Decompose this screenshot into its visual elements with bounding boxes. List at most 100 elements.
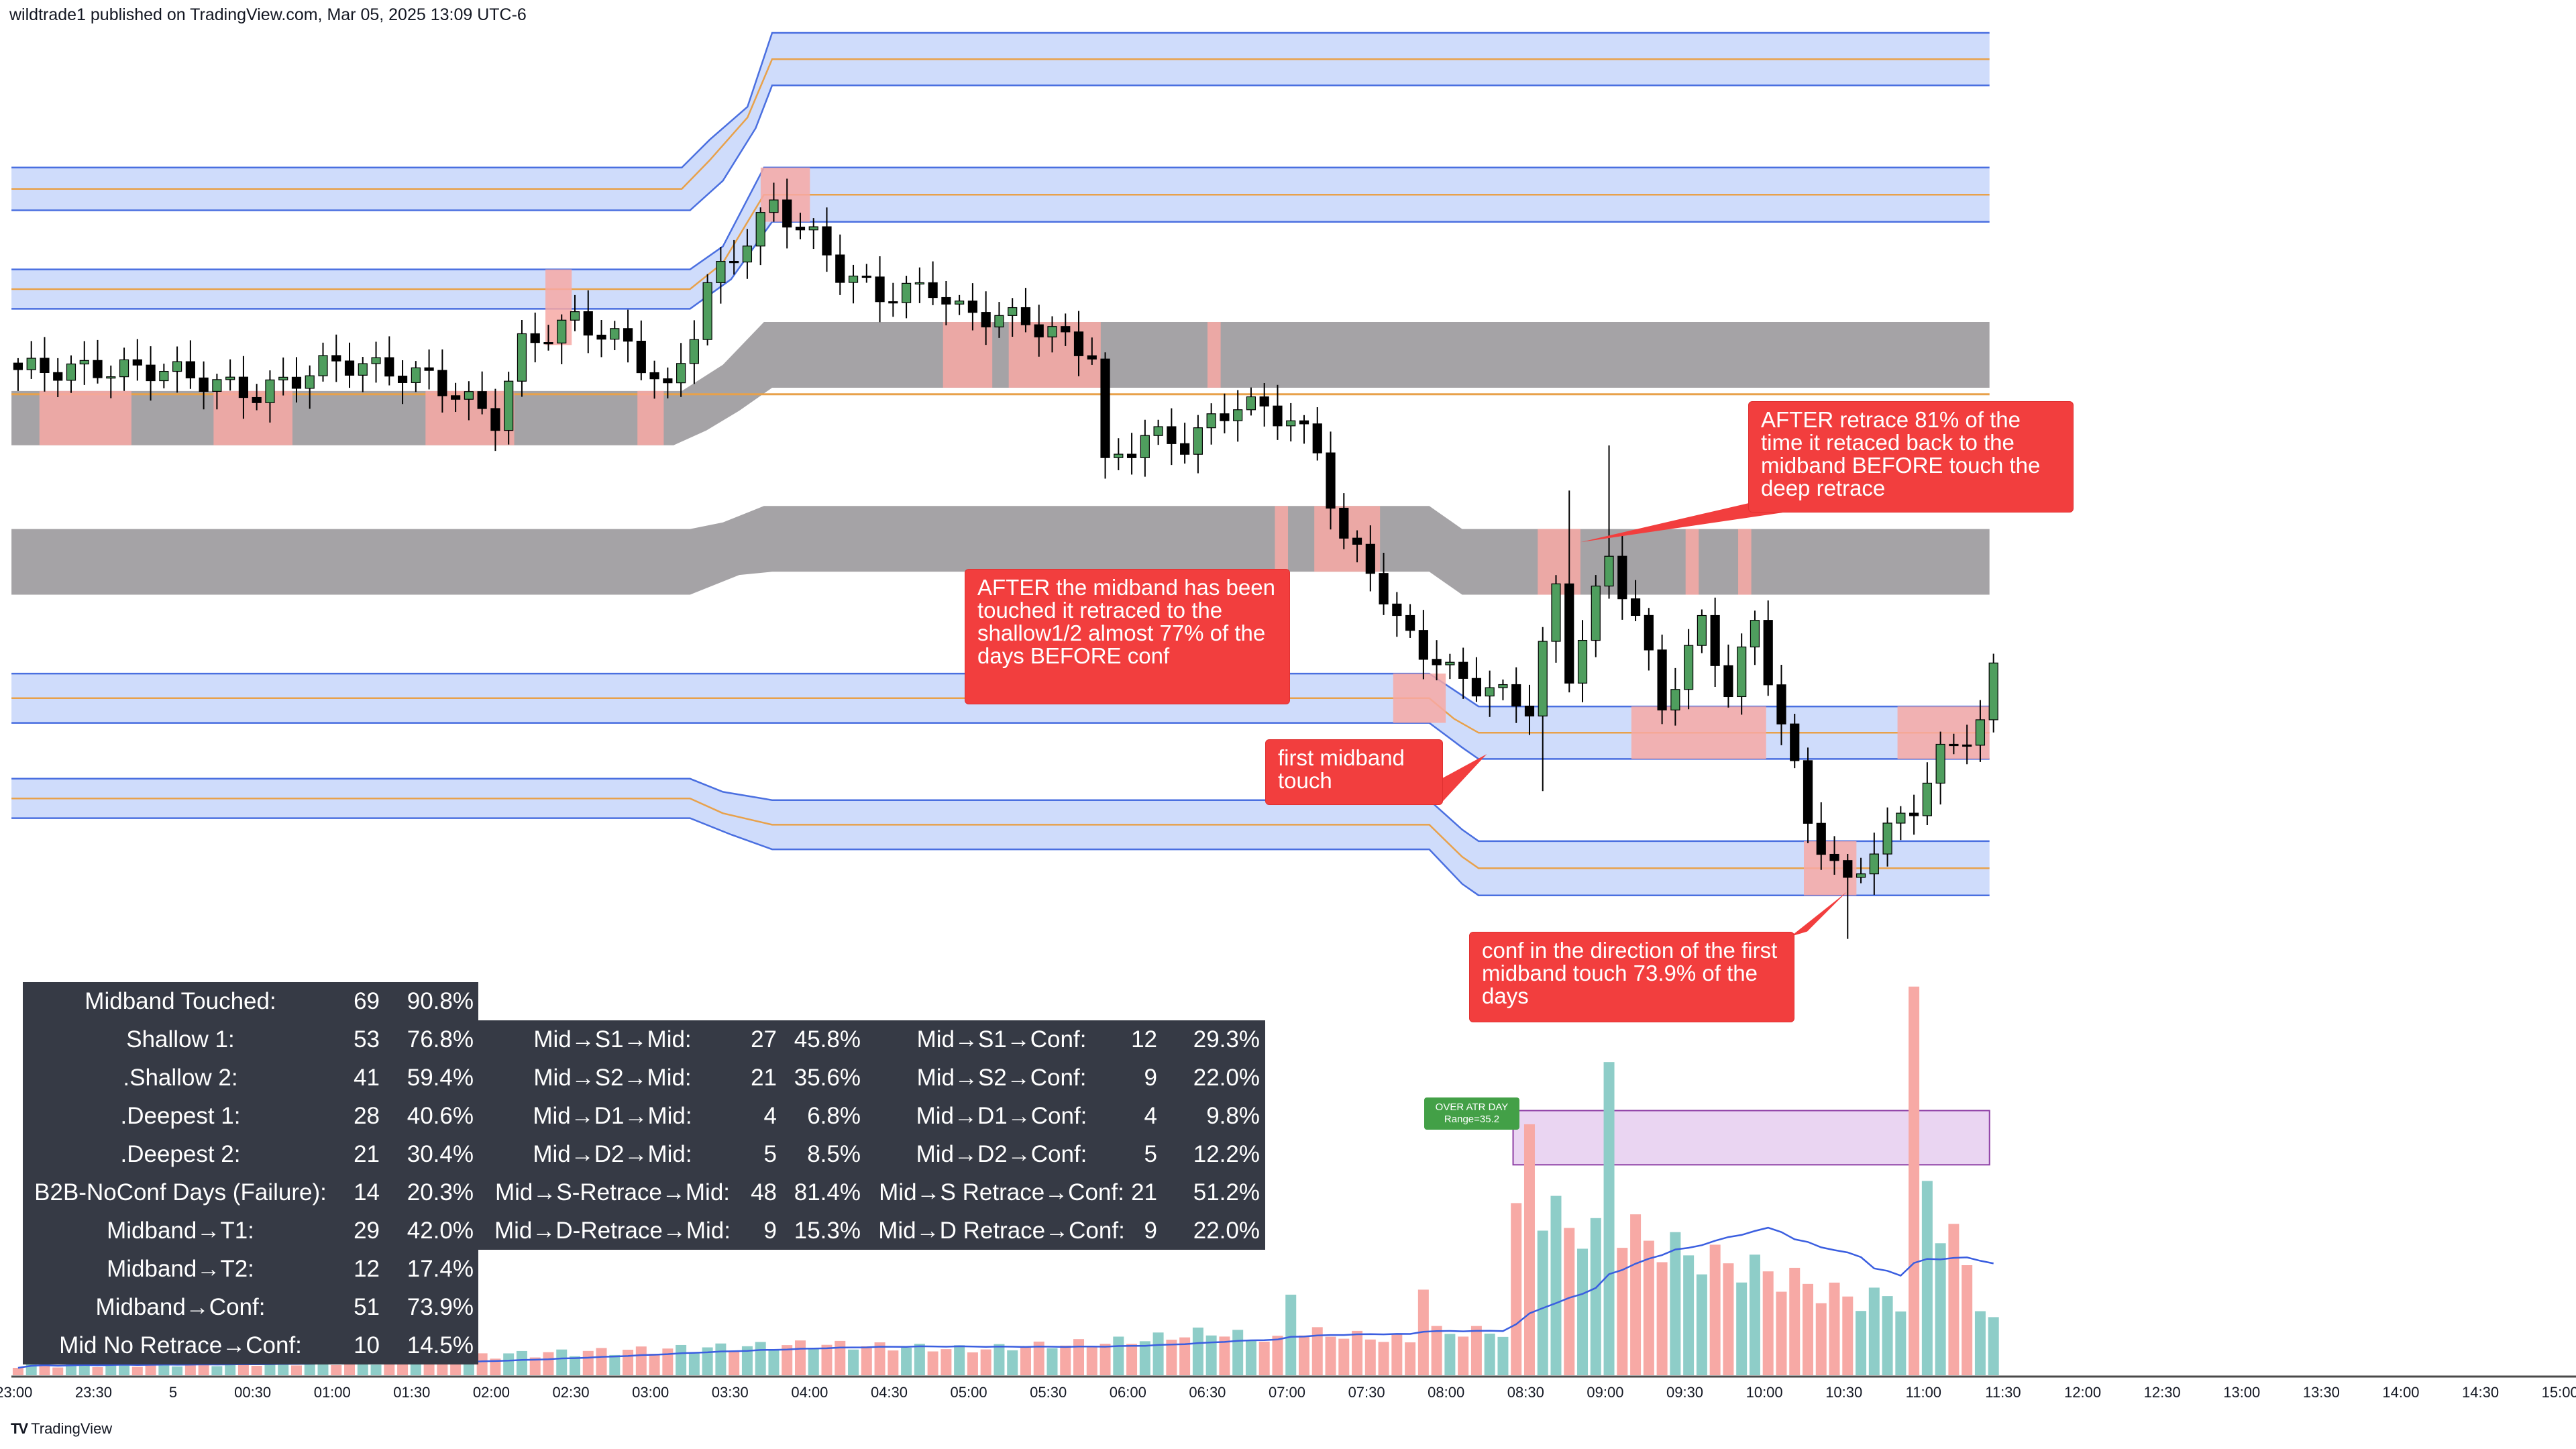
volume-bar	[1470, 1326, 1482, 1375]
candle-body	[1087, 355, 1097, 360]
retrace-stats-row: Mid→D-Retrace→Mid: 9 15.3% Mid→D Retrace→Co…	[478, 1212, 1265, 1250]
candle-body	[1630, 598, 1641, 616]
candle-body	[1114, 453, 1124, 458]
x-tick-label: 01:00	[313, 1384, 351, 1401]
candle-body	[848, 275, 859, 283]
volume-bar	[609, 1354, 621, 1375]
candle-body	[1498, 684, 1508, 688]
volume-bar	[702, 1347, 713, 1375]
candle-body	[1312, 423, 1322, 453]
candle-body	[1737, 646, 1747, 698]
candle-body	[1710, 614, 1720, 666]
x-tick-label: 11:00	[1905, 1384, 1942, 1401]
annotation-shallow-77[interactable]: AFTER the midband has been touched it re…	[965, 569, 1290, 704]
mid-stat-percent: 8.5%	[807, 1141, 861, 1167]
candle-body	[119, 359, 129, 378]
x-tick-label: 02:30	[552, 1384, 590, 1401]
candle-body	[13, 362, 23, 370]
conf-stat-percent: 22.0%	[1193, 1065, 1260, 1091]
stat-count: 14	[354, 1179, 380, 1205]
candle-body	[1657, 649, 1667, 710]
band-0-midline	[11, 58, 1990, 190]
candle-body	[835, 254, 845, 283]
volume-bar	[994, 1344, 1005, 1375]
candle-body	[1856, 873, 1866, 878]
candle-body	[1352, 537, 1362, 545]
candle-body	[1471, 678, 1482, 697]
tradingview-logo[interactable]: TV TradingView	[11, 1420, 112, 1438]
candle-body	[79, 360, 89, 365]
candle-body	[1551, 583, 1561, 642]
logo-text: TradingView	[31, 1420, 113, 1437]
volume-bar	[290, 1365, 302, 1375]
candle-body	[238, 376, 249, 398]
candle-body	[1922, 782, 1932, 816]
volume-bar	[888, 1350, 899, 1375]
volume-bar	[1803, 1283, 1814, 1375]
volume-bar	[662, 1348, 674, 1375]
conf-stat-percent: 22.0%	[1193, 1218, 1260, 1244]
candle-body	[1524, 705, 1535, 716]
volume-bar	[331, 1364, 342, 1375]
volume-bar	[1550, 1195, 1562, 1375]
stat-label: Shallow 1:	[126, 1026, 235, 1053]
bands-layer	[11, 32, 1990, 896]
candle-body	[464, 391, 474, 400]
candle-body	[822, 226, 832, 256]
volume-bar	[1511, 1203, 1522, 1375]
volume-bar	[980, 1349, 991, 1375]
candle-body	[981, 312, 991, 327]
candle-body	[1167, 426, 1177, 444]
volume-bar	[1935, 1243, 1946, 1375]
candle-body	[291, 376, 302, 389]
band-3-fill	[11, 506, 1990, 595]
candle-body	[1008, 307, 1018, 316]
volume-bar	[556, 1349, 568, 1375]
volume-bar	[1126, 1344, 1138, 1375]
candle-body	[1047, 326, 1057, 337]
candle-body	[278, 376, 288, 380]
candle-body	[1962, 744, 1972, 747]
candle-body	[132, 359, 142, 366]
annotation-pointers	[1429, 500, 1847, 936]
volume-bar	[1723, 1263, 1734, 1375]
volume-bar	[304, 1361, 315, 1375]
x-tick-label: 08:00	[1428, 1384, 1465, 1401]
candle-body	[1829, 853, 1839, 861]
volume-bar	[1338, 1338, 1350, 1375]
volume-bar	[211, 1366, 223, 1375]
candle-body	[185, 361, 195, 378]
mid-stat-label: Mid→D1→Mid:	[533, 1103, 692, 1129]
stat-percent: 40.6%	[407, 1103, 474, 1129]
volume-bar	[1391, 1334, 1403, 1375]
volume-bar	[582, 1350, 594, 1375]
candle-body	[676, 363, 686, 384]
volume-bar	[1670, 1232, 1681, 1375]
stat-label: Midband Touched:	[85, 988, 276, 1014]
candle-body	[490, 408, 500, 431]
tradingview-logo-icon: TV	[11, 1420, 28, 1437]
candle-body	[53, 372, 63, 381]
candle-body	[1723, 665, 1733, 698]
x-tick-label: 05:30	[1030, 1384, 1067, 1401]
volume-bar	[1046, 1348, 1058, 1375]
conf-stat-count: 12	[1131, 1026, 1157, 1053]
candle-body	[1259, 396, 1269, 407]
candle-body	[1180, 443, 1190, 455]
retrace-stats-row: Mid→S2→Mid: 21 35.6% Mid→S2→Conf: 9 22.0%	[478, 1059, 1265, 1097]
volume-bar	[490, 1358, 501, 1375]
volume-bar	[119, 1362, 130, 1375]
volume-bar	[1856, 1311, 1867, 1375]
candle-body	[1206, 413, 1216, 429]
volume-bar	[941, 1349, 952, 1375]
conf-stat-label: Mid→D Retrace→Conf:	[878, 1218, 1125, 1244]
annotation-conf-73[interactable]: conf in the direction of the first midba…	[1469, 932, 1794, 1022]
annotation-first-midband-touch[interactable]: first midband touch	[1265, 739, 1443, 805]
volume-bar	[1921, 1181, 1933, 1375]
stat-label: .Deepest 1:	[120, 1103, 241, 1129]
stats-row: Mid No Retrace→Conf: 10 14.5%	[23, 1326, 478, 1364]
annotation-retrace-81[interactable]: AFTER retrace 81% of the time it retaced…	[1748, 401, 2074, 513]
volume-bar	[1962, 1265, 1973, 1375]
candle-body	[808, 226, 818, 231]
